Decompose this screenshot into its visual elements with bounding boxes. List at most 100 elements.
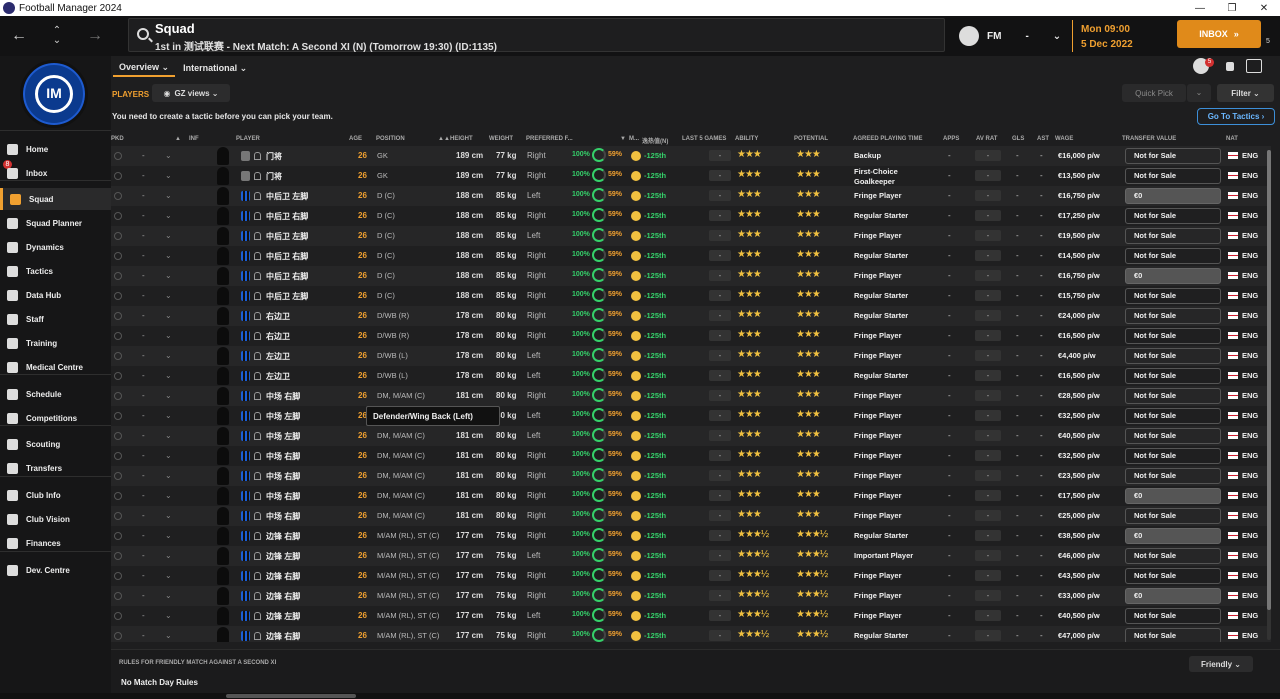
col-potential[interactable]: POTENTIAL xyxy=(794,136,828,142)
row-chevron-down-icon[interactable]: ⌄ xyxy=(165,431,172,440)
pick-checkbox[interactable] xyxy=(114,492,122,500)
pick-checkbox[interactable] xyxy=(114,232,122,240)
date-display[interactable]: Mon 09:00 5 Dec 2022 xyxy=(1072,20,1164,52)
col-rank[interactable]: 逸热值(N) xyxy=(642,139,669,145)
col-ability[interactable]: ABILITY xyxy=(735,136,759,142)
pick-checkbox[interactable] xyxy=(114,272,122,280)
transfer-value[interactable]: Not for Sale xyxy=(1125,288,1221,304)
pick-checkbox[interactable] xyxy=(114,472,122,480)
transfer-value[interactable]: Not for Sale xyxy=(1125,408,1221,424)
sidebar-item-scouting[interactable]: Scouting xyxy=(0,433,111,455)
player-name[interactable]: 中场 右脚 xyxy=(266,512,301,521)
table-row[interactable]: - ⌄ 边锋 左脚 26 M/AM (RL), ST (C) 177 cm 75 kg Lef… xyxy=(111,606,1271,626)
pick-checkbox[interactable] xyxy=(114,432,122,440)
player-name[interactable]: 右边卫 xyxy=(266,312,290,321)
row-chevron-down-icon[interactable]: ⌄ xyxy=(165,171,172,180)
transfer-value[interactable]: Not for Sale xyxy=(1125,448,1221,464)
table-row[interactable]: - ⌄ 边锋 左脚 26 M/AM (RL), ST (C) 177 cm 75 kg Lef… xyxy=(111,546,1271,566)
row-chevron-down-icon[interactable]: ⌄ xyxy=(165,331,172,340)
pick-checkbox[interactable] xyxy=(114,612,122,620)
transfer-value[interactable]: Not for Sale xyxy=(1125,348,1221,364)
row-chevron-down-icon[interactable]: ⌄ xyxy=(165,631,172,640)
table-row[interactable]: - ⌄ 边锋 右脚 26 M/AM (RL), ST (C) 177 cm 75 kg Rig… xyxy=(111,586,1271,606)
table-row[interactable]: - ⌄ 左边卫 26 D/WB (L) 178 cm 80 kg Left 100% 59% -12… xyxy=(111,366,1271,386)
col-position[interactable]: POSITION xyxy=(376,136,405,142)
player-name[interactable]: 中后卫 左脚 xyxy=(266,232,309,241)
col-pkd[interactable]: PKD xyxy=(111,136,124,142)
go-to-tactics-button[interactable]: Go To Tactics › xyxy=(1197,108,1275,125)
pick-checkbox[interactable] xyxy=(114,312,122,320)
transfer-value[interactable]: Not for Sale xyxy=(1125,568,1221,584)
pick-checkbox[interactable] xyxy=(114,412,122,420)
pick-checkbox[interactable] xyxy=(114,592,122,600)
pick-checkbox[interactable] xyxy=(114,372,122,380)
lock-icon[interactable] xyxy=(1226,61,1234,71)
sidebar-item-transfers[interactable]: Transfers xyxy=(0,457,111,479)
col-gls[interactable]: GLS xyxy=(1012,136,1025,142)
sidebar-item-dev-centre[interactable]: Dev. Centre xyxy=(0,559,111,581)
table-row[interactable]: - ⌄ 中后卫 左脚 26 D (C) 188 cm 85 kg Left 100% 59% -12… xyxy=(111,186,1271,206)
table-row[interactable]: - ⌄ 门将 26 GK 189 cm 77 kg Right 100% 59% -125th ★★★… xyxy=(111,146,1271,166)
player-name[interactable]: 中场 右脚 xyxy=(266,392,301,401)
player-name[interactable]: 左边卫 xyxy=(266,372,290,381)
sidebar-item-club-info[interactable]: Club Info xyxy=(0,484,111,506)
forward-arrow-icon[interactable]: → xyxy=(87,27,103,44)
horizontal-scrollbar[interactable] xyxy=(0,693,1280,699)
sidebar-item-squad-planner[interactable]: Squad Planner xyxy=(0,212,111,234)
maximize-button[interactable]: ❐ xyxy=(1227,2,1237,14)
pick-checkbox[interactable] xyxy=(114,212,122,220)
pick-checkbox[interactable] xyxy=(114,352,122,360)
transfer-value[interactable]: €0 xyxy=(1125,268,1221,284)
col-inf[interactable]: INF xyxy=(189,136,199,142)
player-name[interactable]: 中场 左脚 xyxy=(266,412,301,421)
history-dropdown-icon[interactable]: ⌃ ⌄ xyxy=(52,25,62,46)
table-scrollbar[interactable] xyxy=(1267,150,1271,640)
player-name[interactable]: 边锋 右脚 xyxy=(266,632,301,641)
col-last5[interactable]: LAST 5 GAMES xyxy=(682,136,727,142)
col-apps[interactable]: APPS xyxy=(943,136,960,142)
pick-checkbox[interactable] xyxy=(114,452,122,460)
pick-checkbox[interactable] xyxy=(114,332,122,340)
row-chevron-down-icon[interactable]: ⌄ xyxy=(165,491,172,500)
pick-checkbox[interactable] xyxy=(114,152,122,160)
col-preferred-foot[interactable]: PREFERRED F... xyxy=(526,136,573,142)
quick-pick-button[interactable]: Quick Pick xyxy=(1122,84,1186,102)
transfer-value[interactable]: Not for Sale xyxy=(1125,388,1221,404)
transfer-value[interactable]: Not for Sale xyxy=(1125,248,1221,264)
transfer-value[interactable]: Not for Sale xyxy=(1125,208,1221,224)
views-dropdown[interactable]: ◉ GZ views ⌄ xyxy=(152,84,230,102)
table-row[interactable]: - ⌄ 中场 右脚 26 DM, M/AM (C) 181 cm 80 kg Right 100… xyxy=(111,446,1271,466)
sidebar-item-finances[interactable]: Finances xyxy=(0,532,111,554)
col-player[interactable]: PLAYER xyxy=(236,136,260,142)
table-row[interactable]: - ⌄ 中场 右脚 26 DM, M/AM (C) 181 cm 80 kg Right 100… xyxy=(111,506,1271,526)
row-chevron-down-icon[interactable]: ⌄ xyxy=(165,611,172,620)
sidebar-item-club-vision[interactable]: Club Vision xyxy=(0,508,111,530)
table-row[interactable]: - ⌄ 左边卫 26 D/WB (L) 178 cm 80 kg Left 100% 59% -12… xyxy=(111,346,1271,366)
player-name[interactable]: 边锋 右脚 xyxy=(266,592,301,601)
sidebar-item-tactics[interactable]: Tactics xyxy=(0,260,111,282)
manager-label[interactable]: FM xyxy=(987,30,1002,42)
pick-checkbox[interactable] xyxy=(114,632,122,640)
col-height[interactable]: HEIGHT xyxy=(450,136,473,142)
sidebar-item-inbox[interactable]: Inbox xyxy=(0,162,111,184)
table-row[interactable]: - ⌄ 中后卫 右脚 26 D (C) 188 cm 85 kg Right 100% 59% -1… xyxy=(111,246,1271,266)
back-arrow-icon[interactable]: ← xyxy=(11,27,27,44)
col-avrat[interactable]: AV RAT xyxy=(976,136,998,142)
pick-checkbox[interactable] xyxy=(114,292,122,300)
player-name[interactable]: 中后卫 右脚 xyxy=(266,272,309,281)
transfer-value[interactable]: Not for Sale xyxy=(1125,548,1221,564)
chevron-down-icon[interactable]: ⌄ xyxy=(1052,30,1062,42)
row-chevron-down-icon[interactable]: ⌄ xyxy=(165,191,172,200)
transfer-value[interactable]: Not for Sale xyxy=(1125,168,1221,184)
table-row[interactable]: - ⌄ 中场 右脚 26 DM, M/AM (C) 181 cm 80 kg Right 100… xyxy=(111,466,1271,486)
player-name[interactable]: 门将 xyxy=(266,172,282,181)
transfer-value[interactable]: Not for Sale xyxy=(1125,628,1221,642)
pick-checkbox[interactable] xyxy=(114,532,122,540)
sidebar-item-medical-centre[interactable]: Medical Centre xyxy=(0,356,111,378)
table-row[interactable]: - ⌄ 边锋 右脚 26 M/AM (RL), ST (C) 177 cm 75 kg Rig… xyxy=(111,626,1271,642)
search-bar[interactable]: Squad 1st in 测试联赛 - Next Match: A Second… xyxy=(128,18,945,53)
player-name[interactable]: 右边卫 xyxy=(266,332,290,341)
table-row[interactable]: - ⌄ 右边卫 26 D/WB (R) 178 cm 80 kg Right 100% 59% -1… xyxy=(111,326,1271,346)
bg-toggle-icon[interactable] xyxy=(1246,59,1262,73)
